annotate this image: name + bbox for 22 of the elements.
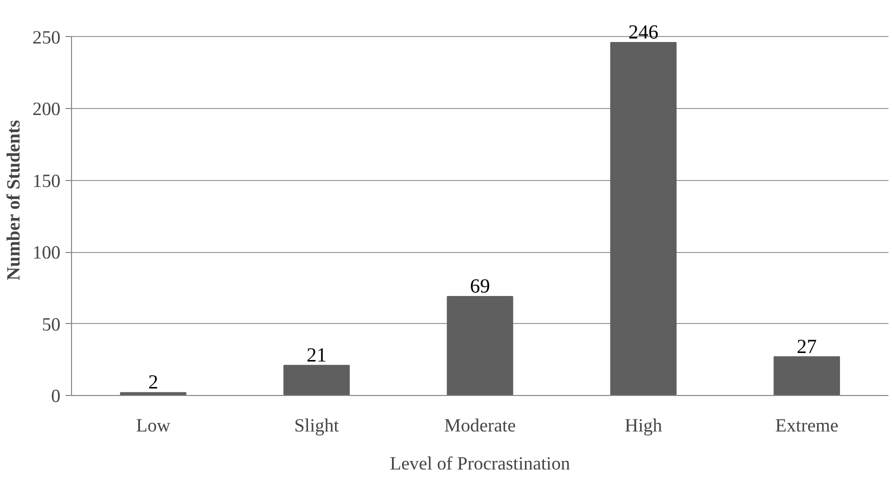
x-tick-label: Moderate: [444, 416, 516, 436]
bar: [774, 356, 840, 396]
x-tick-label: Slight: [294, 416, 340, 436]
y-tick-label: 0: [51, 386, 60, 407]
x-tick-label: Extreme: [775, 416, 838, 436]
x-tick-label: High: [624, 416, 663, 436]
data-label: 69: [470, 275, 490, 298]
data-label: 246: [628, 22, 658, 44]
y-tick-label: 100: [32, 242, 60, 264]
bar: [283, 364, 350, 396]
data-label: 21: [306, 344, 327, 366]
x-tick-label: Low: [136, 416, 171, 436]
bar: [610, 42, 677, 396]
data-label: 2: [148, 372, 158, 394]
data-label: 27: [796, 336, 817, 358]
y-tick-label: 200: [32, 99, 60, 120]
y-tick-label: 150: [32, 170, 60, 192]
x-axis-title: Level of Procrastination: [390, 454, 571, 474]
y-axis-title: Number of Students: [4, 120, 25, 280]
y-tick-label: 50: [42, 314, 60, 336]
y-tick-label: 250: [32, 27, 60, 48]
bar: [446, 296, 514, 396]
